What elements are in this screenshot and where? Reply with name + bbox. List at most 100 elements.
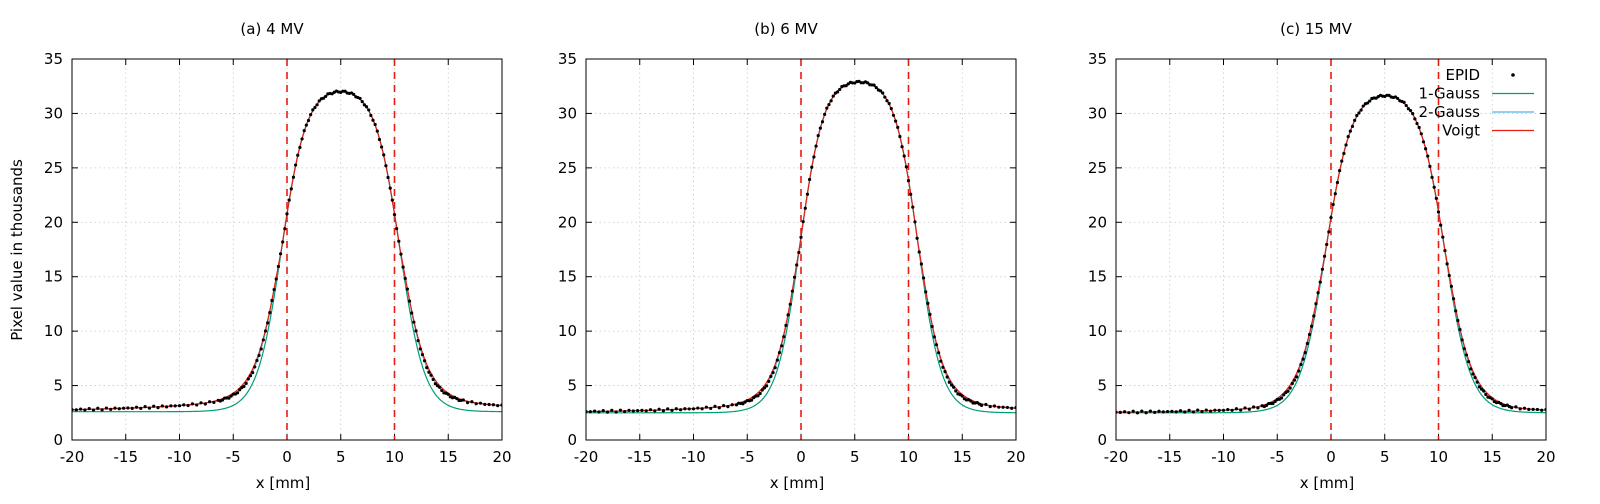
- epid-point: [1340, 159, 1344, 163]
- epid-point: [1518, 407, 1522, 411]
- epid-point: [1314, 302, 1318, 306]
- epid-point: [683, 407, 687, 411]
- x-tick-label: 15: [1483, 448, 1502, 466]
- epid-point: [1297, 369, 1301, 373]
- epid-point: [1279, 396, 1284, 400]
- epid-point: [384, 164, 388, 168]
- epid-point: [900, 145, 904, 149]
- epid-point: [960, 394, 964, 398]
- epid-point: [1342, 151, 1346, 156]
- epid-point: [306, 118, 311, 123]
- epid-point: [491, 403, 495, 407]
- epid-point: [593, 409, 597, 413]
- epid-point: [760, 388, 764, 392]
- epid-point: [1458, 328, 1462, 332]
- epid-point: [91, 408, 96, 412]
- epid-point: [1475, 380, 1479, 384]
- epid-point: [369, 113, 373, 117]
- epid-point: [1451, 297, 1456, 301]
- epid-point: [156, 406, 160, 410]
- epid-point: [1361, 104, 1365, 108]
- epid-point: [915, 236, 919, 240]
- epid-point: [360, 100, 364, 104]
- epid-point: [190, 402, 194, 406]
- epid-point: [362, 103, 366, 107]
- epid-point: [810, 165, 814, 169]
- epid-point: [122, 406, 126, 410]
- epid-point: [988, 404, 992, 409]
- epid-point: [1419, 132, 1423, 136]
- epid-point: [1010, 406, 1014, 410]
- epid-point: [1467, 359, 1471, 364]
- epid-point: [726, 405, 730, 409]
- epid-point: [152, 404, 156, 408]
- x-tick-label: 0: [1326, 448, 1336, 466]
- epid-point: [1005, 405, 1010, 410]
- epid-point: [1247, 407, 1251, 411]
- epid-point: [251, 371, 255, 375]
- epid-point: [104, 406, 108, 410]
- epid-point: [1387, 93, 1391, 97]
- epid-point: [1460, 338, 1464, 342]
- x-tick-label: 0: [796, 448, 806, 466]
- epid-point: [165, 405, 169, 409]
- epid-point: [169, 404, 173, 408]
- epid-point: [420, 353, 425, 357]
- epid-point: [283, 227, 287, 231]
- epid-point: [601, 409, 605, 413]
- epid-point: [403, 276, 407, 281]
- epid-point: [1286, 389, 1290, 393]
- epid-point: [235, 391, 240, 395]
- epid-point: [455, 396, 459, 401]
- epid-point: [1264, 403, 1269, 408]
- epid-point: [1527, 407, 1531, 411]
- epid-point: [921, 276, 926, 280]
- y-tick-label: 25: [1088, 159, 1107, 177]
- epid-point: [418, 347, 422, 351]
- epid-point: [1200, 410, 1204, 414]
- epid-point: [934, 343, 939, 347]
- epid-point: [896, 125, 900, 129]
- epid-point: [904, 165, 908, 169]
- epid-point: [775, 358, 779, 362]
- epid-point: [399, 252, 403, 256]
- epid-point: [496, 404, 500, 408]
- epid-point: [926, 301, 930, 305]
- epid-point: [1217, 408, 1221, 412]
- epid-point: [203, 402, 207, 406]
- epid-point: [878, 89, 883, 93]
- epid-point: [943, 370, 947, 374]
- epid-point: [96, 406, 100, 410]
- epid-point: [1490, 397, 1494, 401]
- epid-point: [1335, 180, 1340, 185]
- epid-point: [636, 409, 640, 413]
- epid-point: [1127, 411, 1131, 415]
- epid-point: [691, 407, 696, 411]
- epid-point: [427, 370, 431, 374]
- epid-point: [1196, 408, 1200, 412]
- epid-point: [1443, 249, 1447, 253]
- epid-point: [431, 377, 435, 382]
- epid-point: [610, 408, 614, 412]
- epid-point: [1449, 284, 1453, 288]
- epid-point: [470, 400, 474, 404]
- epid-point: [713, 404, 717, 409]
- epid-point: [1273, 399, 1277, 404]
- epid-point: [1424, 147, 1428, 151]
- epid-point: [874, 85, 878, 90]
- epid-point: [704, 405, 709, 409]
- epid-point: [838, 87, 842, 92]
- epid-point: [259, 347, 263, 351]
- epid-point: [382, 153, 386, 157]
- epid-point: [618, 408, 623, 412]
- y-tick-label: 10: [558, 322, 577, 340]
- epid-point: [302, 129, 306, 133]
- epid-point: [679, 408, 683, 412]
- y-tick-label: 5: [1097, 377, 1107, 395]
- epid-point: [364, 105, 369, 109]
- epid-point: [377, 137, 382, 142]
- epid-point: [100, 408, 104, 412]
- epid-point: [433, 382, 437, 386]
- epid-point: [674, 407, 678, 411]
- epid-point: [317, 99, 321, 103]
